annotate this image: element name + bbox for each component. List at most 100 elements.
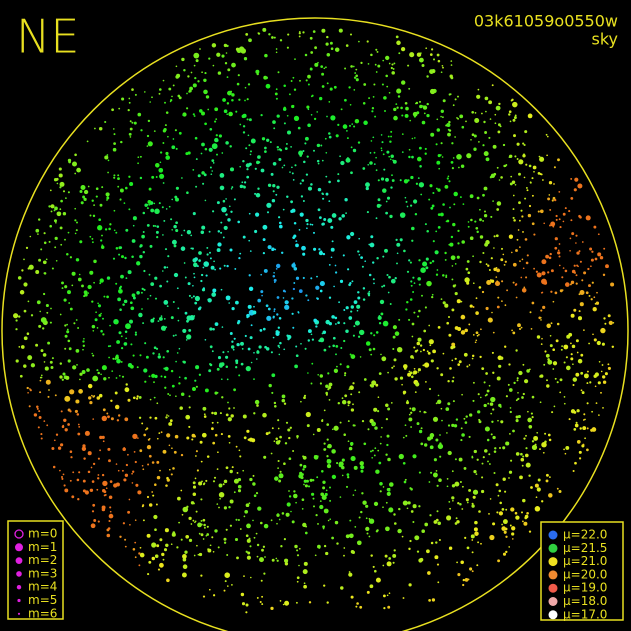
star	[285, 512, 290, 517]
star	[576, 440, 581, 444]
star	[323, 544, 327, 548]
star	[426, 75, 429, 78]
star	[377, 198, 381, 202]
star	[321, 159, 324, 162]
star	[377, 410, 380, 413]
star	[294, 164, 297, 167]
star	[216, 421, 219, 424]
star	[186, 107, 189, 110]
star	[469, 236, 474, 241]
star	[482, 219, 485, 222]
star	[110, 417, 114, 421]
star	[327, 519, 330, 522]
star	[344, 198, 348, 202]
star	[541, 291, 544, 294]
star	[531, 440, 535, 443]
star	[429, 261, 432, 265]
star	[158, 167, 164, 173]
star	[360, 465, 365, 470]
star	[91, 394, 93, 397]
star	[76, 364, 78, 366]
star	[480, 542, 482, 545]
star	[576, 251, 580, 255]
star	[518, 172, 521, 176]
star	[471, 455, 474, 458]
star	[423, 112, 426, 115]
star	[350, 146, 353, 149]
star	[33, 413, 38, 417]
star	[577, 316, 583, 321]
star	[476, 334, 479, 337]
star	[470, 138, 472, 141]
magnitude-label: m=3	[28, 566, 57, 580]
star	[476, 230, 479, 234]
star	[107, 171, 109, 174]
star	[76, 221, 78, 224]
star	[254, 399, 260, 405]
star	[256, 72, 259, 76]
star	[204, 122, 207, 126]
star	[185, 534, 190, 539]
star	[410, 426, 413, 428]
star	[421, 529, 425, 533]
star	[113, 128, 115, 130]
star	[525, 434, 527, 437]
star	[75, 349, 80, 353]
star	[377, 64, 381, 68]
star	[451, 167, 454, 170]
star	[304, 142, 307, 145]
star	[211, 143, 218, 150]
star	[196, 469, 199, 472]
star	[452, 157, 455, 159]
star	[316, 159, 320, 163]
star	[308, 601, 312, 604]
star	[200, 273, 204, 277]
star	[236, 471, 239, 474]
star	[442, 203, 445, 206]
star	[310, 382, 313, 385]
star	[201, 142, 205, 147]
star	[350, 310, 353, 313]
star	[549, 252, 552, 256]
star	[200, 230, 205, 235]
star	[90, 523, 96, 529]
star	[444, 258, 447, 261]
star	[336, 542, 339, 545]
star	[365, 526, 370, 532]
star	[578, 310, 581, 313]
star	[66, 330, 70, 334]
star	[350, 456, 356, 462]
star	[59, 362, 63, 365]
star	[329, 499, 332, 502]
star	[293, 282, 296, 284]
star	[278, 221, 282, 225]
star	[356, 540, 362, 546]
star	[105, 487, 108, 490]
star	[228, 205, 231, 208]
star	[242, 235, 246, 239]
star	[541, 500, 544, 503]
star	[376, 257, 379, 260]
star	[406, 270, 410, 273]
star	[115, 377, 118, 379]
star	[74, 153, 77, 157]
star	[69, 389, 75, 395]
star	[439, 434, 441, 436]
star	[321, 222, 325, 226]
brightness-marker	[548, 583, 558, 593]
star	[487, 317, 493, 323]
star	[296, 576, 300, 580]
star	[294, 364, 298, 369]
star	[27, 300, 30, 303]
star	[420, 350, 422, 353]
star	[337, 401, 341, 405]
star	[586, 427, 589, 430]
star	[521, 215, 524, 218]
star	[456, 299, 461, 304]
star	[405, 106, 409, 111]
star	[131, 482, 134, 484]
star	[256, 350, 260, 354]
star	[43, 241, 47, 245]
star	[454, 292, 458, 296]
star	[84, 430, 90, 436]
